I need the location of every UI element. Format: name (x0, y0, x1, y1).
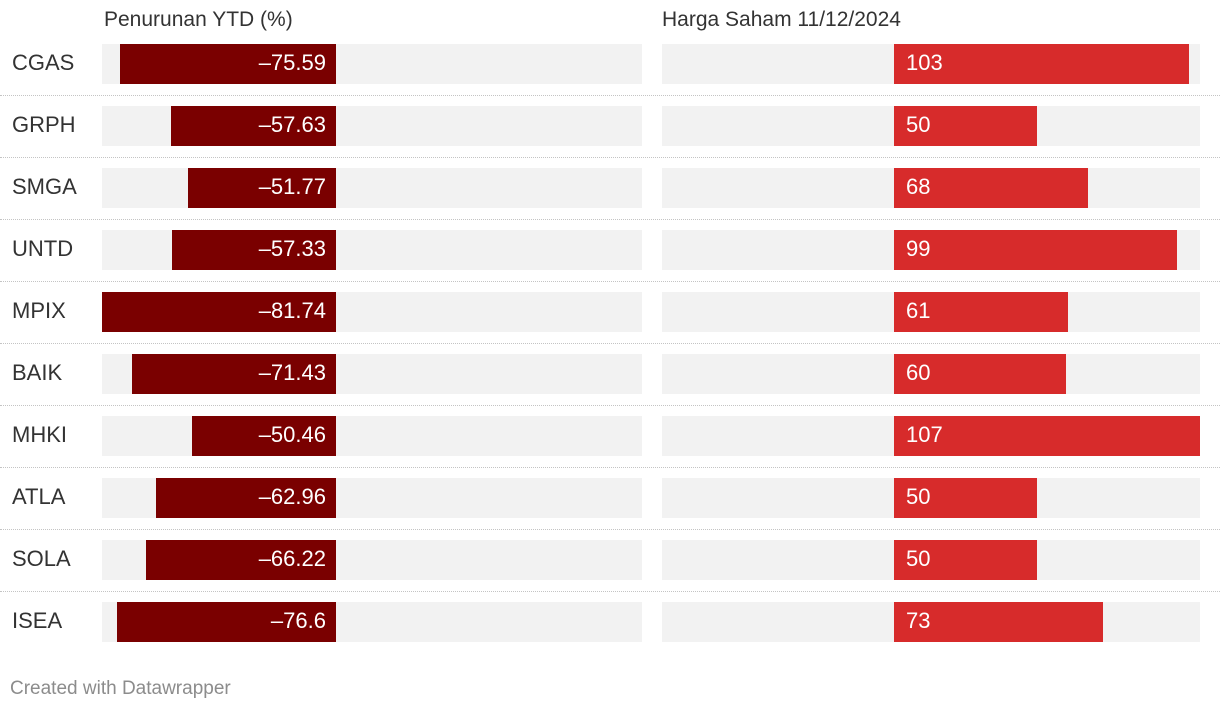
price-track: 50 (662, 540, 1200, 580)
ytd-value-label: –71.43 (258, 360, 326, 385)
ytd-bar: –50.46 (191, 416, 336, 456)
table-row: UNTD –57.33 99 (0, 230, 1220, 292)
row-divider (0, 529, 1220, 530)
ytd-bar: –81.74 (102, 292, 336, 332)
ytd-value-label: –76.6 (270, 608, 326, 633)
table-row: SMGA –51.77 68 (0, 168, 1220, 230)
price-value-label: 50 (906, 546, 931, 571)
credit-text: Created with Datawrapper (10, 678, 231, 699)
price-value-label: 103 (906, 50, 943, 75)
row-label: ISEA (12, 608, 63, 633)
ytd-bar: –57.63 (171, 106, 336, 146)
price-bar: 68 (894, 168, 1089, 208)
price-track: 68 (662, 168, 1200, 208)
price-value-label: 68 (906, 174, 931, 199)
price-value-label: 107 (906, 422, 943, 447)
ytd-value-label: –51.77 (258, 174, 326, 199)
column-title-ytd-decline: Penurunan YTD (%) (104, 8, 293, 31)
price-bar: 61 (894, 292, 1069, 332)
column-title-stock-price: Harga Saham 11/12/2024 (662, 8, 901, 31)
row-label: SOLA (12, 546, 71, 571)
ytd-value-label: –81.74 (258, 298, 326, 323)
price-value-label: 61 (906, 298, 931, 323)
row-label: SMGA (12, 174, 77, 199)
price-bar: 99 (894, 230, 1178, 270)
table-row: MHKI –50.46 107 (0, 416, 1220, 478)
ytd-track: –71.43 (102, 354, 642, 394)
row-label: MHKI (12, 422, 67, 447)
price-track: 60 (662, 354, 1200, 394)
ytd-value-label: –57.63 (258, 112, 326, 137)
table-row: MPIX –81.74 61 (0, 292, 1220, 354)
ytd-track: –62.96 (102, 478, 642, 518)
price-value-label: 50 (906, 112, 931, 137)
table-row: CGAS –75.59 103 (0, 44, 1220, 106)
price-bar: 103 (894, 44, 1189, 84)
price-bar: 60 (894, 354, 1066, 394)
ytd-bar: –66.22 (146, 540, 336, 580)
ytd-value-label: –57.33 (258, 236, 326, 261)
ytd-value-label: –66.22 (258, 546, 326, 571)
ytd-bar: –75.59 (119, 44, 336, 84)
row-label: CGAS (12, 50, 75, 75)
price-track: 50 (662, 106, 1200, 146)
table-row: GRPH –57.63 50 (0, 106, 1220, 168)
price-bar: 73 (894, 602, 1103, 642)
price-bar: 50 (894, 106, 1037, 146)
row-divider (0, 219, 1220, 220)
price-track: 61 (662, 292, 1200, 332)
table-row: BAIK –71.43 60 (0, 354, 1220, 416)
row-divider (0, 157, 1220, 158)
row-divider (0, 343, 1220, 344)
ytd-bar: –62.96 (155, 478, 336, 518)
ytd-bar: –71.43 (131, 354, 336, 394)
table-row: ISEA –76.6 73 (0, 602, 1220, 664)
price-bar: 107 (894, 416, 1200, 456)
ytd-bar: –51.77 (187, 168, 336, 208)
ytd-track: –51.77 (102, 168, 642, 208)
ytd-value-label: –50.46 (258, 422, 326, 447)
row-label: ATLA (12, 484, 66, 509)
row-label: MPIX (12, 298, 66, 323)
ytd-bar: –57.33 (171, 230, 336, 270)
ytd-bar: –76.6 (116, 602, 336, 642)
row-divider (0, 95, 1220, 96)
price-value-label: 50 (906, 484, 931, 509)
row-label: GRPH (12, 112, 76, 137)
row-label: BAIK (12, 360, 63, 385)
ytd-value-label: –62.96 (258, 484, 326, 509)
row-divider (0, 405, 1220, 406)
table-row: SOLA –66.22 50 (0, 540, 1220, 602)
ytd-track: –76.6 (102, 602, 642, 642)
ytd-track: –66.22 (102, 540, 642, 580)
price-value-label: 99 (906, 236, 931, 261)
ytd-track: –50.46 (102, 416, 642, 456)
price-track: 73 (662, 602, 1200, 642)
price-track: 50 (662, 478, 1200, 518)
price-value-label: 60 (906, 360, 931, 385)
chart-rows: CGAS –75.59 103 GRPH –57.63 50 SMGA –51.77 68 UNT… (0, 44, 1220, 664)
ytd-track: –57.63 (102, 106, 642, 146)
row-label: UNTD (12, 236, 74, 261)
row-divider (0, 281, 1220, 282)
price-track: 99 (662, 230, 1200, 270)
ytd-track: –57.33 (102, 230, 642, 270)
price-bar: 50 (894, 478, 1037, 518)
row-divider (0, 591, 1220, 592)
price-track: 107 (662, 416, 1200, 456)
ytd-value-label: –75.59 (258, 50, 326, 75)
price-track: 103 (662, 44, 1200, 84)
price-bar: 50 (894, 540, 1037, 580)
row-divider (0, 467, 1220, 468)
ytd-track: –75.59 (102, 44, 642, 84)
table-row: ATLA –62.96 50 (0, 478, 1220, 540)
ytd-track: –81.74 (102, 292, 642, 332)
price-value-label: 73 (906, 608, 931, 633)
